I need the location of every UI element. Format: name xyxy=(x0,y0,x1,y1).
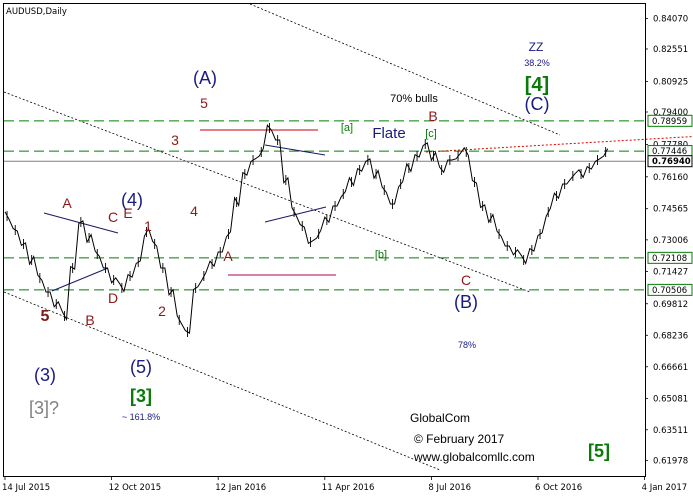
level-price-label: 0.78959 xyxy=(652,117,687,127)
chart-title: AUDUSD,Daily xyxy=(6,7,67,17)
channel-line-1 xyxy=(3,291,441,471)
wave-label: B xyxy=(85,312,94,328)
wave-label: Flate xyxy=(372,125,405,142)
wave-label: 5 xyxy=(200,95,208,111)
wave-label: D xyxy=(108,290,118,306)
wave-label: A xyxy=(62,195,72,211)
wave-label: E xyxy=(123,205,132,221)
watermark-line: GlobalCom xyxy=(410,411,470,425)
channel-line-0 xyxy=(3,91,531,293)
price-tick-label: 0.66661 xyxy=(653,363,688,373)
wave-label: 70% bulls xyxy=(390,93,438,105)
wave-label: [a] xyxy=(341,122,353,134)
wave-label: [c] xyxy=(425,128,437,140)
price-tick-label: 0.69812 xyxy=(653,300,688,310)
watermark-line: © February 2017 xyxy=(414,432,505,446)
wave-label: 3 xyxy=(171,132,179,148)
wave-label: ~ 161.8% xyxy=(122,412,160,422)
wave-label: [3] xyxy=(130,386,152,406)
wave-label: (B) xyxy=(454,292,478,312)
wave-label: (4) xyxy=(121,190,143,210)
date-tick-label: 6 Oct 2016 xyxy=(535,483,582,493)
date-tick-label: 12 Oct 2015 xyxy=(109,483,162,493)
level-price-label: 0.77446 xyxy=(652,147,687,157)
price-tick-label: 0.84070 xyxy=(653,15,688,25)
price-tick-label: 0.61978 xyxy=(653,456,688,466)
level-price-box xyxy=(647,283,693,296)
price-tick-label: 0.63511 xyxy=(653,426,688,436)
date-tick-label: 12 Jan 2016 xyxy=(215,483,266,493)
level-price-label: 0.72108 xyxy=(652,254,687,264)
wave-label: C xyxy=(108,209,118,225)
date-tick-label: 11 Apr 2016 xyxy=(322,483,375,493)
wave-label: 4 xyxy=(190,203,198,219)
date-tick-label: 8 Jul 2016 xyxy=(428,483,471,493)
level-price-box xyxy=(647,114,693,127)
wave-label: [5] xyxy=(588,441,610,461)
price-tick-label: 0.71427 xyxy=(653,267,688,277)
level-price-label: 0.70506 xyxy=(652,286,687,296)
structure-line xyxy=(51,267,109,292)
price-tick-label: 0.80925 xyxy=(653,78,688,88)
level-price-label: 0.76940 xyxy=(652,157,691,167)
wave-label: B xyxy=(428,108,437,124)
wave-label: 38.2% xyxy=(524,58,550,68)
wave-label: 78% xyxy=(458,340,476,350)
level-price-box xyxy=(647,251,693,264)
wave-label: C xyxy=(461,272,471,288)
level-price-box xyxy=(647,155,693,168)
price-tick-label: 0.76160 xyxy=(653,173,688,183)
price-tick-label: 0.73006 xyxy=(653,236,688,246)
price-tick-label: 0.74565 xyxy=(653,205,688,215)
wave-label: (5) xyxy=(130,357,152,377)
wave-label: [b] xyxy=(375,249,387,261)
structure-line xyxy=(264,144,326,156)
wave-label: A xyxy=(223,248,233,264)
wave-label: [4] xyxy=(525,74,549,96)
wave-label: (3) xyxy=(34,365,56,385)
date-tick-label: 4 Jan 2017 xyxy=(642,483,688,493)
wave-label: (A) xyxy=(193,68,217,88)
price-tick-label: 0.79400 xyxy=(653,108,688,118)
wave-label: 5 xyxy=(41,308,50,325)
wave-label: 2 xyxy=(158,303,166,319)
wave-label: [3]? xyxy=(29,398,59,418)
price-tick-label: 0.82551 xyxy=(653,45,688,55)
forecast-path xyxy=(425,136,693,153)
watermark-line: www.globalcomllc.com xyxy=(413,450,535,464)
price-tick-label: 0.65081 xyxy=(653,394,688,404)
channel-line-2 xyxy=(249,3,561,136)
date-tick-label: 14 Jul 2015 xyxy=(2,483,50,493)
wave-label: ZZ xyxy=(529,40,544,54)
price-tick-label: 0.68236 xyxy=(653,331,688,341)
wave-label: 1 xyxy=(144,218,152,234)
wave-label: (C) xyxy=(525,94,550,114)
